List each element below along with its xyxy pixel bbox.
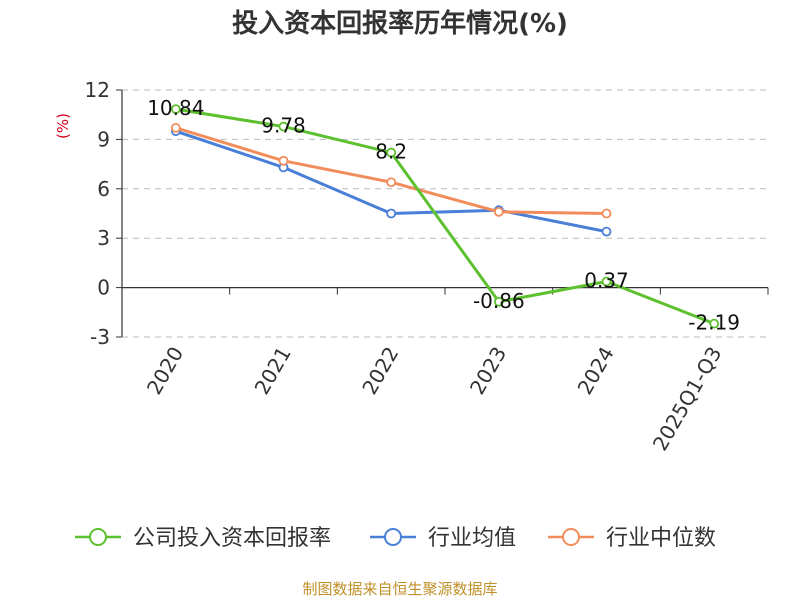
legend-label: 行业中位数 xyxy=(606,526,716,551)
data-point xyxy=(601,208,612,219)
data-label: 9.78 xyxy=(261,114,306,138)
source-note: 制图数据来自恒生聚源数据库 xyxy=(302,580,497,598)
x-tick-label: 2023 xyxy=(465,343,511,399)
legend-label: 公司投入资本回报率 xyxy=(133,526,331,551)
y-tick-label: 9 xyxy=(97,127,110,151)
data-label: -0.86 xyxy=(473,289,525,313)
data-label: 0.37 xyxy=(584,269,629,293)
data-point xyxy=(709,318,720,329)
legend-marker xyxy=(384,528,402,546)
data-point xyxy=(278,121,289,132)
y-tick-label: 0 xyxy=(97,276,110,300)
data-point xyxy=(278,155,289,166)
chart-title: 投入资本回报率历年情况(%) xyxy=(232,8,568,39)
data-point xyxy=(386,177,397,188)
data-point xyxy=(493,206,504,217)
data-point xyxy=(601,226,612,237)
data-point xyxy=(601,276,612,287)
x-tick-label: 2024 xyxy=(573,343,619,399)
legend-label: 行业均值 xyxy=(428,526,516,551)
data-labels: 10.84 9.78 8.2 -0.86 0.37 -2.19 xyxy=(147,96,740,335)
data-point xyxy=(493,296,504,307)
data-label: 8.2 xyxy=(375,140,407,164)
x-tick-label: 2022 xyxy=(357,343,403,399)
x-tick-label: 2020 xyxy=(142,343,188,399)
legend-marker xyxy=(89,528,107,546)
series-group xyxy=(170,104,720,329)
y-tick-label: 12 xyxy=(85,78,110,102)
x-tick-label: 2021 xyxy=(250,343,296,399)
data-point xyxy=(170,122,181,133)
legend-marker xyxy=(562,528,580,546)
data-label: -2.19 xyxy=(688,311,740,335)
y-tick-label: -3 xyxy=(90,325,110,349)
legend: 公司投入资本回报率 行业均值 行业中位数 xyxy=(75,526,716,551)
y-tick-label: 3 xyxy=(97,226,110,250)
data-point xyxy=(170,104,181,115)
y-tick-label: 6 xyxy=(97,177,110,201)
series-line xyxy=(175,107,715,326)
data-point xyxy=(386,208,397,219)
data-label: 10.84 xyxy=(147,96,204,120)
y-axis-label: (%) xyxy=(54,113,72,139)
x-tick-label: 2025Q1-Q3 xyxy=(648,343,727,455)
grid-lines xyxy=(122,89,768,338)
data-point xyxy=(386,147,397,158)
